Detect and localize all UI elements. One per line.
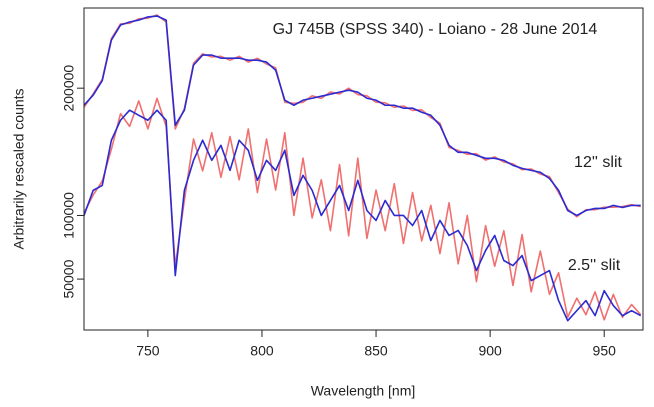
spectrum-line — [84, 14, 641, 218]
y-tick-label: 200000 — [61, 65, 77, 112]
spectrum-line — [84, 109, 642, 322]
annotation: 12'' slit — [574, 154, 622, 171]
plot-lines — [84, 14, 642, 322]
chart-title: GJ 745B (SPSS 340) - Loiano - 28 June 20… — [273, 21, 598, 38]
y-tick-label: 50000 — [61, 259, 77, 298]
x-tick-label: 750 — [136, 343, 160, 359]
annotation: 2.5'' slit — [568, 257, 621, 274]
x-tick-label: 800 — [250, 343, 274, 359]
x-tick-label: 950 — [593, 343, 617, 359]
x-tick-label: 900 — [478, 343, 502, 359]
plot-frame — [83, 7, 644, 331]
x-axis-label: Wavelength [nm] — [311, 383, 416, 399]
y-axis-label: Arbitrarily rescaled counts — [11, 88, 27, 249]
x-tick-label: 850 — [364, 343, 388, 359]
spectrum-line — [84, 15, 641, 217]
y-tick-label: 100000 — [61, 192, 77, 239]
